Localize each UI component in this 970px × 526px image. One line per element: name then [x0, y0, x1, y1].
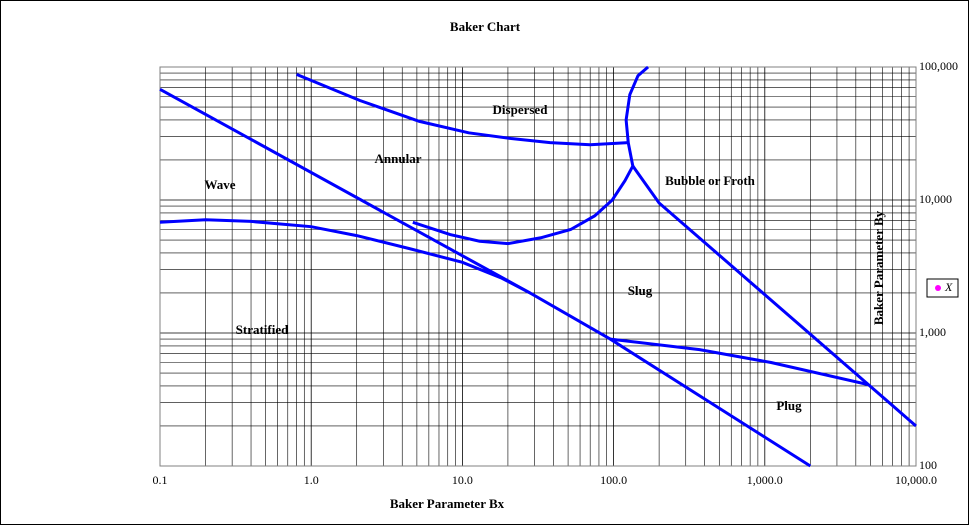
region-label: Wave — [204, 177, 235, 192]
y-axis-title: Baker Parameter By — [871, 210, 886, 325]
series-line — [159, 87, 812, 468]
series-line — [295, 72, 629, 147]
legend-box — [926, 278, 959, 298]
series-line — [610, 337, 869, 386]
legend-marker — [935, 285, 941, 291]
chart-title: Baker Chart — [450, 19, 521, 34]
y-tick-label: 100,000 — [919, 59, 958, 73]
x-axis-title: Baker Parameter Bx — [390, 496, 505, 511]
y-tick-label: 10,000 — [919, 192, 952, 206]
x-tick-label: 10,000.0 — [895, 473, 937, 487]
legend: X — [926, 278, 959, 298]
series-line — [412, 65, 650, 246]
x-tick-label: 100.0 — [600, 473, 627, 487]
region-label: Dispersed — [493, 102, 549, 117]
legend-label: X — [944, 280, 953, 294]
series-line — [159, 218, 531, 295]
y-tick-label: 100 — [919, 458, 937, 472]
y-tick-label: 1,000 — [919, 325, 946, 339]
region-label: Plug — [776, 398, 802, 413]
plot-area — [159, 66, 917, 467]
region-label: Annular — [375, 151, 422, 166]
region-label: Slug — [628, 283, 653, 298]
region-label: Stratified — [236, 322, 289, 337]
x-tick-label: 1.0 — [304, 473, 319, 487]
x-tick-label: 0.1 — [153, 473, 168, 487]
x-tick-label: 10.0 — [452, 473, 473, 487]
region-label: Bubble or Froth — [665, 173, 756, 188]
x-tick-label: 1,000.0 — [747, 473, 783, 487]
series-line — [631, 165, 917, 428]
